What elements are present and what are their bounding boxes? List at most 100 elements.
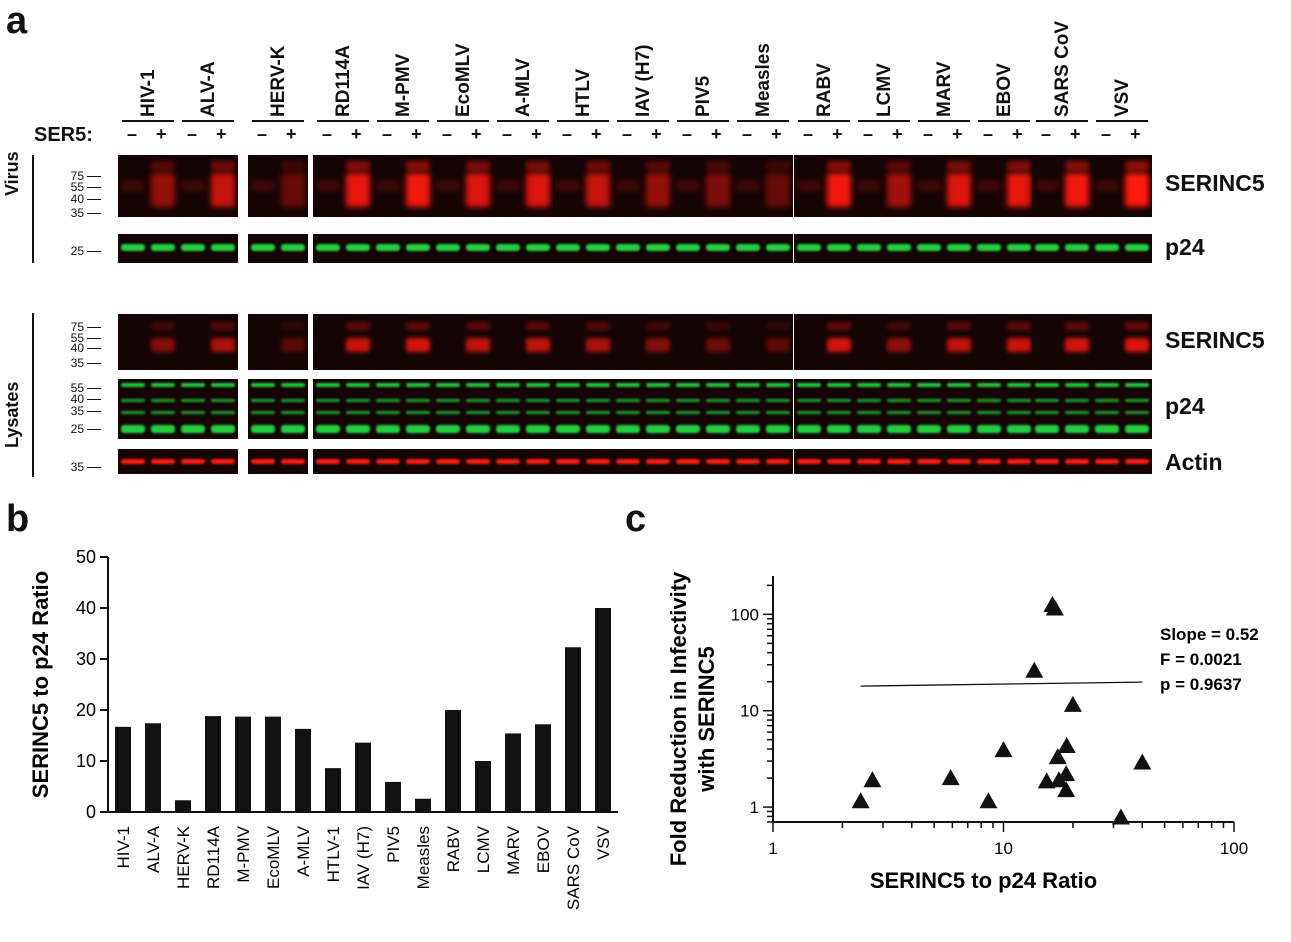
y-tick-label: 50: [76, 547, 96, 567]
blot-band: [406, 173, 430, 207]
blot-band: [1065, 173, 1089, 207]
y-tick-label: 0: [86, 802, 96, 822]
blot-band: [251, 411, 275, 414]
blot-band: [1095, 383, 1119, 387]
data-point-triangle: [1057, 781, 1076, 798]
blot-band: [586, 322, 610, 330]
blot-band: [1035, 459, 1059, 464]
y-axis-title-line2: with SERINC5: [694, 646, 719, 792]
blot-band: [281, 425, 305, 433]
ser5-minus-sign: –: [863, 124, 874, 144]
blot-band: [646, 411, 670, 414]
virus-name-underline: [978, 120, 1030, 122]
blot-band: [766, 459, 790, 464]
x-tick-label: RABV: [444, 825, 463, 872]
virus-name-label: HERV-K: [268, 45, 289, 117]
mw-marker-tick: [87, 399, 101, 400]
blot-band: [917, 383, 941, 387]
blot-band: [526, 383, 550, 387]
data-point-triangle: [1063, 695, 1082, 712]
mw-marker-tick: [87, 467, 101, 468]
blot-band: [1125, 399, 1149, 402]
blot-band: [556, 459, 580, 464]
mw-marker-label: 25: [70, 422, 84, 436]
bar-m-pmv: [235, 716, 251, 812]
blot-band: [181, 399, 205, 402]
blot-band: [1095, 399, 1119, 402]
blot-band: [376, 425, 400, 433]
blot-band: [496, 411, 520, 414]
x-tick-label: HTLV-1: [324, 826, 343, 882]
virus-name-label: Measles: [753, 43, 774, 117]
bar-herv-k: [175, 800, 191, 812]
blot-band: [466, 383, 490, 387]
blot-band: [151, 173, 175, 207]
blot-band: [646, 161, 670, 171]
blot-band: [586, 425, 610, 433]
blot-band: [556, 411, 580, 414]
virus-name-underline: [182, 120, 234, 122]
x-tick-label: MARV: [504, 825, 523, 874]
ser5-plus-sign: +: [591, 124, 602, 144]
blot-band: [616, 411, 640, 414]
x-tick-label: EBOV: [534, 825, 553, 873]
blot-band: [121, 383, 145, 387]
blot-band: [526, 399, 550, 402]
blot-lysate-p24: [248, 379, 308, 439]
x-tick-label: 1: [768, 839, 777, 858]
blot-band: [766, 425, 790, 433]
blot-band: [346, 173, 370, 207]
blot-band: [376, 181, 400, 191]
mw-marker-tick: [87, 348, 101, 349]
blot-band: [706, 244, 730, 251]
blot-band: [917, 459, 941, 464]
blot-band: [1065, 383, 1089, 387]
blot-band: [857, 399, 881, 402]
blot-band: [436, 399, 460, 402]
blot-band: [376, 383, 400, 387]
blot-band: [281, 322, 305, 330]
blot-band: [616, 181, 640, 191]
mw-marker-label: 55: [70, 331, 84, 345]
blot-band: [251, 181, 275, 191]
virus-name-label: HTLV: [573, 68, 594, 117]
blot-band: [181, 383, 205, 387]
blot-band: [887, 173, 911, 207]
mw-marker-label: 40: [70, 392, 84, 406]
blot-band: [827, 322, 851, 330]
blot-band: [676, 383, 700, 387]
blot-band: [436, 181, 460, 191]
data-point-triangle: [1057, 737, 1076, 754]
blot-band: [736, 181, 760, 191]
blot-band: [736, 383, 760, 387]
blot-band: [496, 244, 520, 251]
mw-marker-tick: [87, 411, 101, 412]
blot-band: [211, 322, 235, 330]
ser5-minus-sign: –: [1041, 124, 1052, 144]
blot-band: [556, 425, 580, 433]
blot-band: [251, 425, 275, 433]
mw-marker-label: 75: [70, 169, 84, 183]
blot-band: [151, 411, 175, 414]
x-tick-label: VSV: [594, 825, 613, 860]
blot-band: [706, 383, 730, 387]
blot-band: [797, 244, 821, 251]
blot-band: [586, 383, 610, 387]
blot-band: [586, 459, 610, 464]
blot-band: [376, 459, 400, 464]
blot-band: [616, 383, 640, 387]
ser5-minus-sign: –: [923, 124, 934, 144]
ser5-plus-sign: +: [216, 124, 227, 144]
blot-band: [947, 399, 971, 402]
x-tick-label: A-MLV: [294, 825, 313, 876]
blot-band: [887, 244, 911, 251]
ser5-plus-sign: +: [471, 124, 482, 144]
y-tick-label: 100: [731, 605, 759, 624]
blot-band: [1007, 322, 1031, 330]
blot-band: [766, 322, 790, 330]
ser5-plus-sign: +: [411, 124, 422, 144]
blot-band: [646, 338, 670, 352]
blot-band: [316, 399, 340, 402]
blot-band: [1065, 399, 1089, 402]
bar-marv: [505, 733, 521, 812]
